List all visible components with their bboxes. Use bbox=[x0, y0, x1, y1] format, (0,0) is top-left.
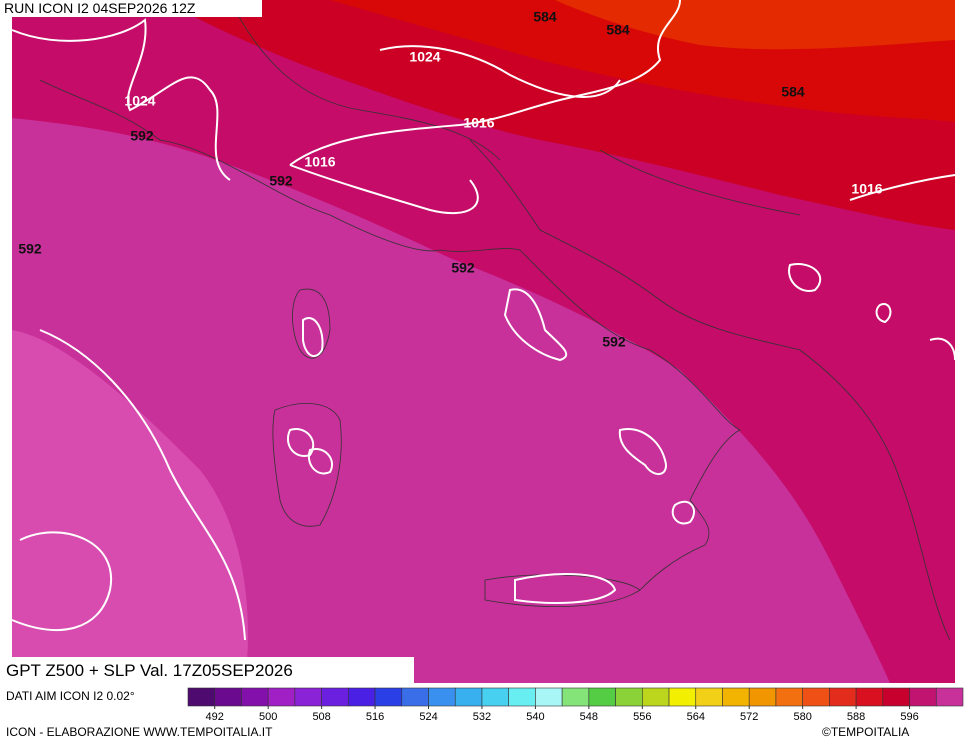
colorbar: 492 500 508 516 524 532 540 548 556 564 572 580 588 5… bbox=[187, 687, 964, 723]
colorbar-tick-label: 572 bbox=[740, 711, 758, 723]
colorbar-swatch bbox=[428, 687, 456, 707]
colorbar-tick-label: 596 bbox=[900, 711, 918, 723]
colorbar-swatch bbox=[722, 687, 750, 707]
colorbar-swatch bbox=[187, 687, 216, 707]
colorbar-tick-label: 556 bbox=[633, 711, 651, 723]
copyright-label: ©TEMPOITALIA bbox=[822, 725, 909, 739]
colorbar-swatch bbox=[454, 687, 483, 707]
colorbar-tick-label: 492 bbox=[206, 711, 224, 723]
colorbar-swatch bbox=[668, 687, 697, 707]
colorbar-swatch bbox=[588, 687, 616, 707]
contour-label: 1024 bbox=[409, 49, 440, 65]
isobars bbox=[11, 0, 956, 641]
colorbar-swatch bbox=[214, 687, 242, 707]
colorbar-swatch bbox=[935, 687, 964, 707]
colorbar-tick-label: 532 bbox=[473, 711, 491, 723]
contour-label: 584 bbox=[781, 84, 805, 100]
colorbar-swatch bbox=[508, 687, 536, 707]
contour-label: 1024 bbox=[124, 93, 155, 109]
colorbar-swatch bbox=[561, 687, 590, 707]
colorbar-swatch bbox=[829, 687, 857, 707]
colorbar-tick-label: 580 bbox=[793, 711, 811, 723]
colorbar-swatch bbox=[775, 687, 803, 707]
colorbar-tick-label: 516 bbox=[366, 711, 384, 723]
colorbar-swatch bbox=[321, 687, 349, 707]
colorbar-tick-label: 524 bbox=[419, 711, 437, 723]
colorbar-swatch bbox=[401, 687, 429, 707]
colorbar-tick-label: 540 bbox=[526, 711, 544, 723]
colorbar-swatch bbox=[241, 687, 269, 707]
colorbar-tick-label: 588 bbox=[847, 711, 865, 723]
footer-title: GPT Z500 + SLP Val. 17Z05SEP2026 bbox=[6, 661, 293, 680]
colorbar-swatch bbox=[374, 687, 403, 707]
colorbar-swatch bbox=[909, 687, 937, 707]
colorbar-swatch bbox=[642, 687, 670, 707]
colorbar-swatch bbox=[294, 687, 322, 707]
contour-label: 1016 bbox=[463, 115, 494, 131]
colorbar-tick-label: 548 bbox=[580, 711, 598, 723]
header-box bbox=[0, 0, 262, 17]
contour-label: 584 bbox=[533, 9, 557, 25]
colorbar-tick-label: 564 bbox=[687, 711, 705, 723]
colorbar-swatch bbox=[267, 687, 296, 707]
colorbar-tick-label: 500 bbox=[259, 711, 277, 723]
colorbar-swatch bbox=[855, 687, 884, 707]
contour-label: 592 bbox=[18, 241, 42, 257]
colorbar-swatch bbox=[535, 687, 563, 707]
run-label: RUN ICON I2 04SEP2026 12Z bbox=[4, 0, 196, 16]
source-label: DATI AIM ICON I2 0.02° bbox=[6, 689, 135, 703]
colorbar-swatch bbox=[615, 687, 643, 707]
coastlines bbox=[39, 0, 951, 641]
colorbar-swatch bbox=[882, 687, 910, 707]
colorbar-swatch bbox=[748, 687, 777, 707]
colorbar-swatch bbox=[695, 687, 723, 707]
band-580 bbox=[555, 0, 955, 50]
contour-label: 592 bbox=[130, 128, 154, 144]
contour-label: 592 bbox=[269, 173, 293, 189]
contour-label: 1016 bbox=[851, 181, 882, 197]
colorbar-swatch bbox=[802, 687, 830, 707]
contour-label: 1016 bbox=[304, 154, 335, 170]
credit-label: ICON - ELABORAZIONE WWW.TEMPOITALIA.IT bbox=[6, 725, 273, 739]
contour-label: 592 bbox=[602, 334, 626, 350]
contour-label: 592 bbox=[451, 260, 475, 276]
title-box bbox=[0, 657, 414, 684]
colorbar-swatch bbox=[348, 687, 376, 707]
colorbar-tick-label: 508 bbox=[312, 711, 330, 723]
colorbar-swatch bbox=[481, 687, 509, 707]
contour-label: 584 bbox=[606, 22, 630, 38]
map: 584 584 584 1024 1024 1016 1016 1016 592 592 592 59… bbox=[11, 0, 956, 683]
contour-labels: 584 584 584 1024 1024 1016 1016 1016 592 592 592 59… bbox=[18, 9, 882, 350]
